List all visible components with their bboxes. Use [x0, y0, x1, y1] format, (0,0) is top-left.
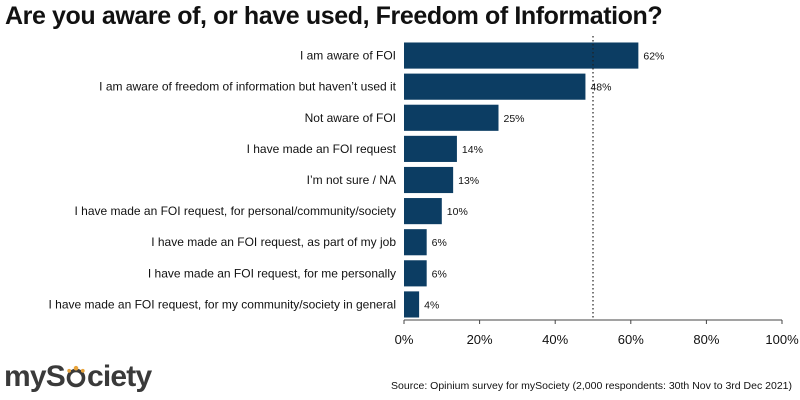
category-label: I have made an FOI request, for my commu…	[49, 297, 396, 311]
category-label: Not aware of FOI	[305, 111, 396, 125]
x-tick-label: 0%	[395, 332, 414, 347]
bar	[404, 42, 639, 69]
logo-text-start: myS	[4, 360, 66, 393]
category-label: I have made an FOI request, as part of m…	[151, 235, 396, 249]
bar	[404, 198, 442, 225]
x-tick-label: 80%	[693, 332, 719, 347]
category-label: I have made an FOI request, for me perso…	[148, 266, 396, 280]
bar	[404, 135, 457, 162]
value-label: 13%	[458, 175, 479, 187]
x-tick-label: 60%	[618, 332, 644, 347]
category-label: I’m not sure / NA	[307, 173, 396, 187]
value-label: 14%	[462, 144, 483, 156]
chart-title: Are you aware of, or have used, Freedom …	[5, 2, 663, 30]
value-label: 10%	[447, 206, 468, 218]
value-label: 6%	[432, 268, 447, 280]
category-label: I have made an FOI request, for personal…	[75, 204, 396, 218]
value-label: 48%	[590, 82, 611, 94]
x-tick-label: 100%	[765, 332, 799, 347]
category-label: I am aware of FOI	[300, 49, 396, 63]
category-label: I am aware of freedom of information but…	[99, 80, 396, 94]
logo-o-icon	[65, 362, 87, 388]
source-note: Source: Opinium survey for mySociety (2,…	[391, 380, 792, 392]
bar	[404, 291, 420, 318]
bar	[404, 104, 499, 131]
value-label: 62%	[643, 51, 664, 63]
x-tick-label: 20%	[467, 332, 493, 347]
mysociety-logo: myS ciety	[4, 359, 152, 395]
bar	[404, 260, 427, 287]
logo-text-end: ciety	[86, 360, 152, 393]
bar	[404, 73, 586, 100]
bar	[404, 229, 427, 256]
value-label: 6%	[432, 237, 447, 249]
value-label: 25%	[504, 113, 525, 125]
category-label: I have made an FOI request	[247, 142, 397, 156]
value-label: 4%	[424, 299, 439, 311]
x-tick-label: 40%	[542, 332, 568, 347]
bar	[404, 166, 454, 194]
